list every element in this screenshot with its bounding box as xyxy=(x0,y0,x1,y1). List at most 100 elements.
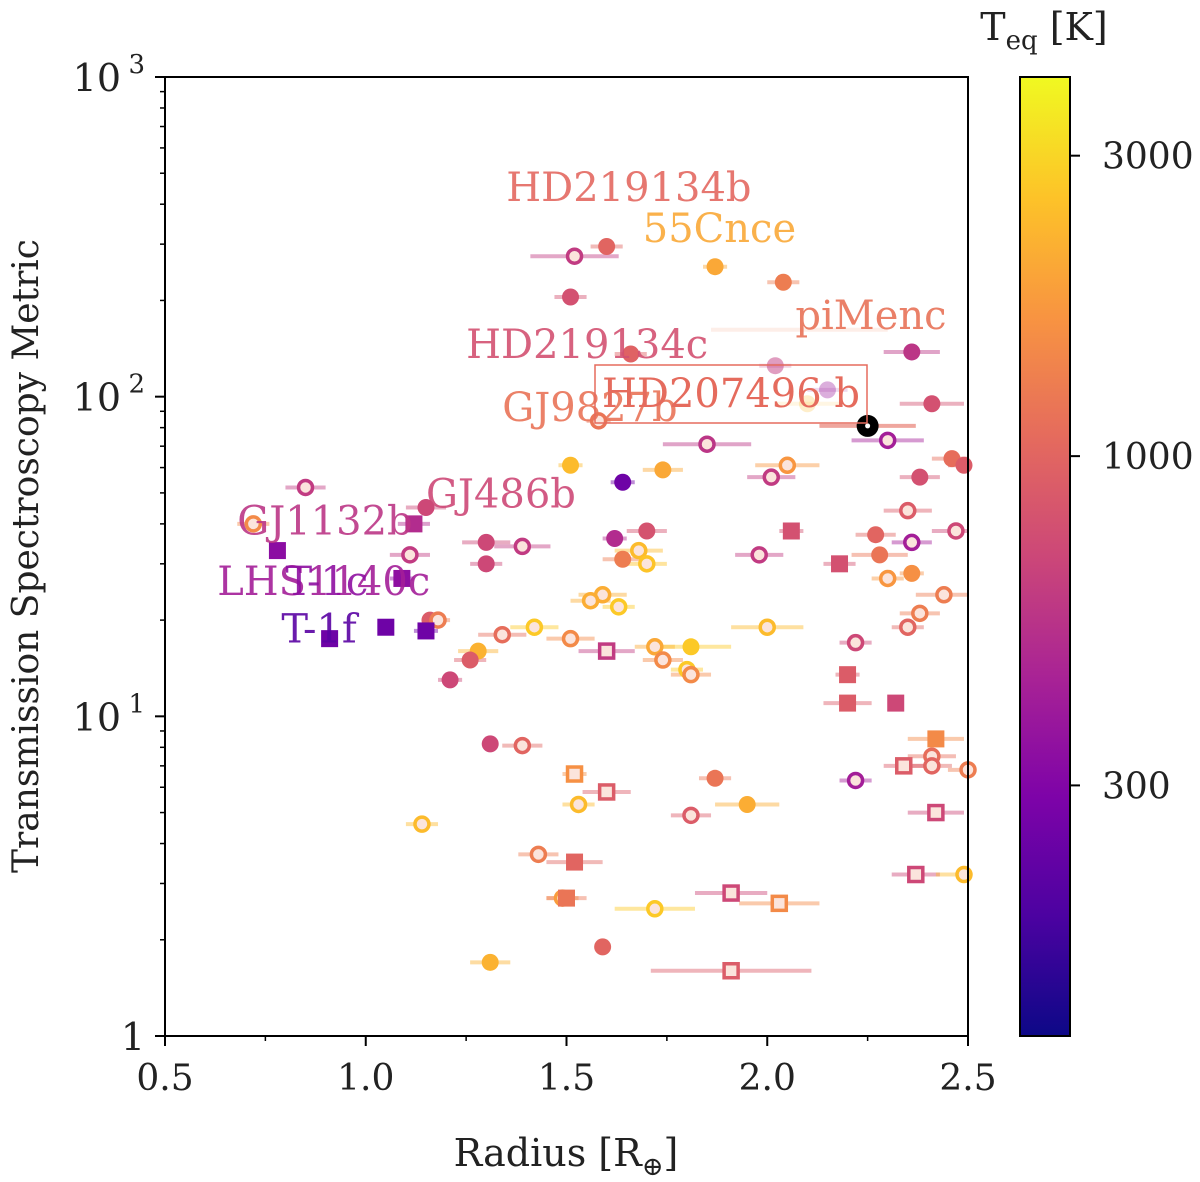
x-tick-label: 1.5 xyxy=(538,1058,595,1099)
data-point xyxy=(907,865,925,884)
data-point xyxy=(778,456,797,475)
data-point xyxy=(887,694,905,712)
data-point xyxy=(878,431,897,450)
x-axis-label: Radius [R⊕] xyxy=(454,1131,679,1182)
data-point xyxy=(417,499,435,517)
data-point xyxy=(614,550,632,568)
data-point xyxy=(750,546,768,564)
planet-label: T-1f xyxy=(281,607,359,653)
data-point xyxy=(561,629,580,648)
data-point xyxy=(565,765,584,783)
data-point xyxy=(513,736,532,755)
x-tick-label: 0.5 xyxy=(136,1058,193,1099)
x-tick-label: 2.0 xyxy=(739,1058,796,1099)
data-point xyxy=(722,961,740,980)
colorbar-title: Teq [K] xyxy=(980,5,1108,56)
data-point xyxy=(594,938,612,956)
data-point xyxy=(393,569,411,587)
planet-label: 55Cnce xyxy=(643,206,796,252)
data-point xyxy=(831,555,849,573)
data-point xyxy=(722,884,740,902)
data-point xyxy=(441,671,459,689)
data-point xyxy=(413,815,431,833)
data-point xyxy=(244,515,263,533)
data-point xyxy=(614,473,632,491)
data-point xyxy=(581,591,600,610)
data-point xyxy=(903,343,921,361)
data-point xyxy=(566,853,584,871)
data-point xyxy=(762,468,781,486)
data-point xyxy=(565,247,584,265)
y-tick-label: 10 xyxy=(73,56,121,100)
data-point xyxy=(935,586,953,604)
data-point xyxy=(899,618,917,636)
data-point xyxy=(774,273,792,291)
planet-label: piMenc xyxy=(795,293,946,339)
data-point xyxy=(606,530,624,548)
data-point xyxy=(481,735,499,753)
data-point xyxy=(654,651,672,669)
data-point xyxy=(947,522,965,540)
annotation-layer: HD219134b55CnceHD219134cpiMencGJ9827bGJ4… xyxy=(217,165,946,653)
data-point xyxy=(782,522,800,540)
data-point xyxy=(911,604,929,623)
data-point xyxy=(923,757,941,775)
colorbar-tick-label: 3000 xyxy=(1102,137,1194,178)
data-point xyxy=(638,522,656,540)
y-tick-exponent: 2 xyxy=(128,370,145,400)
data-point xyxy=(911,468,929,486)
data-point xyxy=(569,795,588,814)
data-point xyxy=(562,456,580,474)
data-point xyxy=(798,395,816,413)
data-point xyxy=(268,542,286,560)
data-point xyxy=(955,456,973,474)
colorbar xyxy=(1019,76,1071,1037)
highlight-layer: HD207496 b xyxy=(594,364,916,437)
data-point xyxy=(401,546,419,564)
data-point xyxy=(923,395,941,413)
planet-label: GJ486b xyxy=(426,472,576,518)
data-point xyxy=(513,537,532,556)
data-point xyxy=(646,638,664,656)
data-point xyxy=(682,806,700,825)
data-point xyxy=(429,611,447,629)
data-point xyxy=(770,894,789,913)
y-axis-label: Transmission Spectroscopy Metric xyxy=(6,239,47,873)
data-point xyxy=(895,757,913,775)
data-point xyxy=(405,515,423,533)
data-point xyxy=(321,630,339,648)
data-point xyxy=(377,618,395,636)
data-point xyxy=(846,771,865,790)
data-point xyxy=(698,435,716,453)
data-point xyxy=(682,665,700,684)
planet-label: T-1c xyxy=(285,559,368,605)
data-point xyxy=(296,478,315,497)
data-point xyxy=(477,533,495,551)
x-axis: 0.5 1.0 1.5 2.0 2.5 xyxy=(136,1036,997,1099)
data-point xyxy=(461,651,479,669)
data-point xyxy=(706,258,724,276)
data-point xyxy=(597,783,616,801)
planet-label: LHS1140c xyxy=(217,559,430,605)
highlight-label: HD207496 b xyxy=(602,371,860,417)
colorbar-tick-label: 1000 xyxy=(1102,437,1194,478)
data-point xyxy=(758,618,776,636)
data-point xyxy=(867,526,885,544)
data-point xyxy=(903,533,921,552)
x-tick-label: 2.5 xyxy=(939,1058,996,1099)
data-point xyxy=(630,541,648,560)
data-point xyxy=(878,569,897,588)
data-point xyxy=(562,288,580,306)
data-point xyxy=(558,889,575,907)
data-point xyxy=(899,501,917,520)
data-point xyxy=(927,803,945,822)
colorbar-ticks: 300 1000 3000 xyxy=(1070,137,1194,807)
y-tick-label: 1 xyxy=(121,1015,145,1059)
data-point xyxy=(597,642,616,660)
planet-label: GJ1132b xyxy=(237,499,412,545)
data-point xyxy=(927,730,945,748)
data-point xyxy=(846,633,865,652)
planet-label: HD219134b xyxy=(506,165,751,211)
